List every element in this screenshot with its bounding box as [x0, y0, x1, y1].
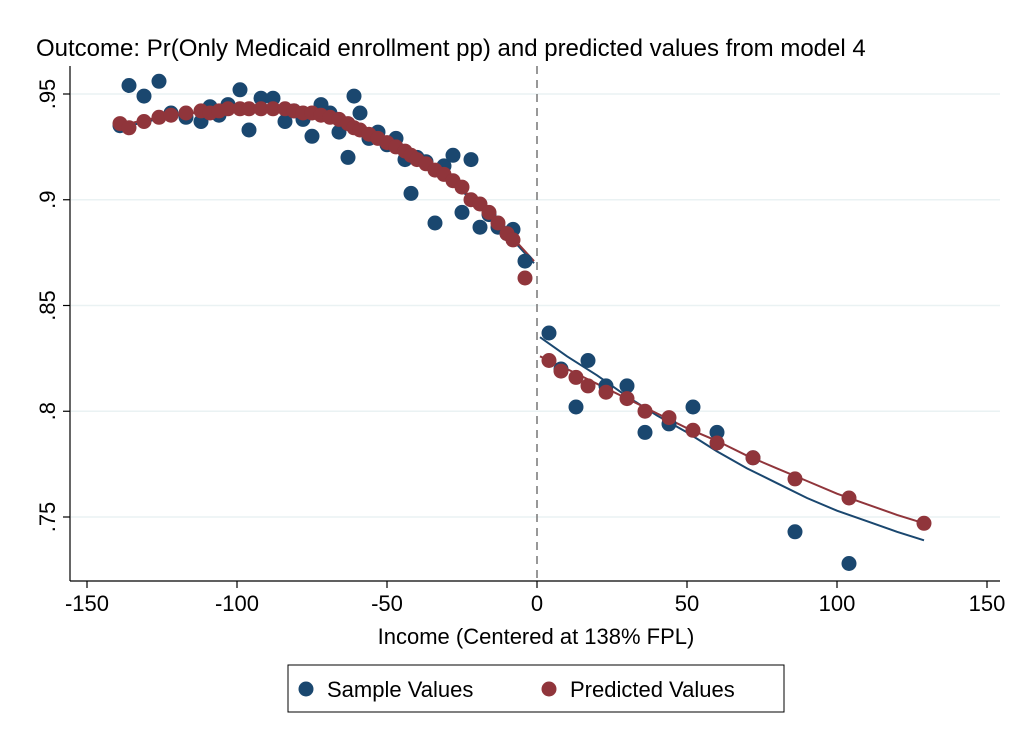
predicted-point: [541, 353, 557, 368]
x-tick-label: -50: [371, 591, 403, 616]
sample-point: [637, 424, 653, 440]
legend-marker-sample: [298, 681, 314, 697]
sample-point: [580, 353, 596, 368]
sample-point: [277, 114, 293, 129]
legend-label-sample: Sample Values: [327, 677, 473, 702]
sample-point: [787, 524, 803, 540]
sample-point: [841, 556, 857, 571]
gridlines: [71, 93, 1000, 518]
x-tick-label: -100: [215, 591, 259, 616]
sample-point: [136, 88, 152, 104]
sample-point: [454, 204, 470, 220]
predicted-point: [490, 215, 506, 231]
data-points: [112, 73, 932, 571]
predicted-point: [241, 101, 257, 117]
sample-point: [568, 399, 584, 415]
sample-point: [709, 424, 725, 440]
predicted-point: [637, 403, 653, 419]
sample-point: [685, 399, 701, 415]
sample-point: [352, 105, 368, 121]
predicted-point: [685, 422, 701, 438]
legend-marker-predicted: [541, 681, 557, 697]
sample-point: [253, 90, 269, 106]
axes: [69, 66, 1000, 582]
sample-point: [463, 152, 479, 168]
predicted-point: [220, 101, 236, 117]
sample-point: [121, 78, 137, 93]
y-tick-label: .8: [35, 402, 60, 420]
x-tick-label: 50: [675, 591, 699, 616]
predicted-point: [745, 450, 761, 466]
x-tick-label: 100: [819, 591, 856, 616]
sample-point: [445, 147, 461, 163]
sample-point: [541, 325, 557, 341]
predicted-point: [178, 105, 194, 121]
predicted-point: [253, 101, 269, 117]
ticks: .75 .8 .85 .9 .95 -150 -100 -50 0 50 100 150: [35, 79, 1005, 616]
sample-point: [241, 122, 257, 138]
predicted-point: [136, 114, 152, 129]
legend-label-predicted: Predicted Values: [570, 677, 735, 702]
sample-point: [304, 128, 320, 144]
x-tick-label: -150: [65, 591, 109, 616]
sample-point: [340, 149, 356, 165]
y-tick-label: .95: [35, 79, 60, 110]
predicted-point: [619, 391, 635, 407]
x-tick-label: 0: [531, 591, 543, 616]
predicted-point: [661, 410, 677, 426]
sample-point: [265, 90, 281, 106]
predicted-point: [517, 270, 533, 286]
predicted-point: [163, 107, 179, 123]
legend-box: [287, 664, 785, 713]
predicted-point: [121, 120, 137, 136]
sample-point: [472, 219, 488, 235]
sample-point: [403, 185, 419, 201]
y-tick-label: .9: [35, 191, 60, 209]
predicted-point: [151, 109, 167, 125]
predicted-point: [553, 363, 569, 379]
predicted-point: [481, 204, 497, 220]
predicted-point: [580, 378, 596, 394]
predicted-point: [265, 101, 281, 117]
chart-title: Outcome: Pr(Only Medicaid enrollment pp)…: [36, 35, 866, 62]
y-tick-label: .75: [35, 502, 60, 533]
x-tick-label: 150: [969, 591, 1006, 616]
sample-point: [346, 88, 362, 104]
fit-line: [539, 336, 925, 542]
sample-point: [427, 215, 443, 231]
x-axis-label: Income (Centered at 138% FPL): [378, 624, 695, 649]
predicted-point: [787, 471, 803, 487]
predicted-point: [454, 179, 470, 195]
y-tick-label: .85: [35, 290, 60, 321]
sample-point: [151, 73, 167, 89]
predicted-point: [916, 515, 932, 531]
legend: Sample Values Predicted Values: [287, 664, 785, 713]
sample-point: [619, 378, 635, 394]
predicted-point: [505, 232, 521, 248]
sample-point: [517, 253, 533, 269]
predicted-point: [568, 369, 584, 385]
sample-point: [232, 82, 248, 98]
predicted-point: [709, 435, 725, 451]
predicted-point: [841, 490, 857, 506]
predicted-point: [598, 384, 614, 400]
